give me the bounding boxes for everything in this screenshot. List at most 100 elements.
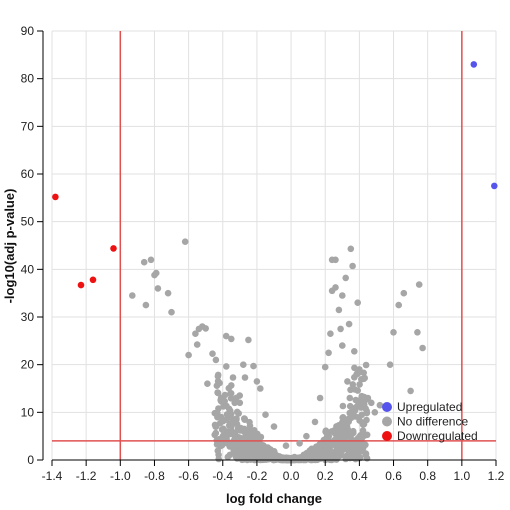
dense-point bbox=[347, 414, 355, 422]
y-tick-label: 50 bbox=[21, 215, 35, 229]
point-no-difference bbox=[240, 361, 247, 369]
point-downregulated bbox=[77, 281, 85, 289]
x-tick-label: -0.8 bbox=[144, 469, 165, 483]
point-no-difference bbox=[152, 269, 160, 277]
point-no-difference bbox=[371, 409, 379, 416]
legend-swatch-upregulated bbox=[382, 402, 392, 412]
dense-point bbox=[230, 447, 237, 455]
dense-point bbox=[334, 423, 342, 430]
point-no-difference bbox=[229, 374, 237, 381]
dense-point bbox=[342, 452, 350, 460]
point-no-difference bbox=[337, 325, 344, 333]
point-no-difference bbox=[419, 344, 426, 352]
dense-point bbox=[225, 384, 233, 392]
point-no-difference bbox=[241, 374, 249, 381]
point-no-difference bbox=[154, 285, 162, 292]
axes bbox=[42, 31, 496, 461]
y-tick-label: 30 bbox=[21, 310, 35, 324]
point-no-difference bbox=[345, 320, 353, 328]
x-tick-label: 0.6 bbox=[385, 469, 402, 483]
point-no-difference bbox=[222, 332, 230, 340]
legend-label: Downregulated bbox=[397, 429, 478, 443]
y-tick-label: 90 bbox=[21, 24, 35, 38]
dense-point bbox=[339, 414, 347, 421]
dense-point bbox=[322, 428, 329, 436]
dense-point bbox=[216, 379, 223, 387]
dense-point bbox=[253, 433, 261, 441]
point-no-difference bbox=[164, 289, 172, 297]
point-no-difference bbox=[217, 413, 225, 421]
point-no-difference bbox=[332, 256, 339, 264]
point-no-difference bbox=[316, 394, 324, 402]
point-no-difference bbox=[296, 440, 303, 447]
point-no-difference bbox=[339, 292, 346, 299]
point-no-difference bbox=[282, 442, 290, 450]
x-tick-label: 0.0 bbox=[283, 469, 300, 483]
point-no-difference bbox=[344, 378, 351, 385]
dense-point bbox=[306, 447, 314, 454]
dense-point bbox=[212, 429, 220, 437]
dense-point bbox=[223, 436, 230, 444]
y-tick-label: 40 bbox=[21, 262, 35, 276]
x-tick-label: 0.4 bbox=[351, 469, 368, 483]
dense-point bbox=[259, 449, 266, 457]
dense-point bbox=[235, 410, 242, 417]
dense-point bbox=[299, 455, 307, 462]
point-no-difference bbox=[349, 262, 356, 270]
dense-point bbox=[259, 442, 267, 449]
dense-point bbox=[215, 405, 222, 412]
dense-point bbox=[227, 390, 235, 397]
point-no-difference bbox=[140, 258, 148, 266]
dense-point bbox=[361, 432, 368, 439]
y-tick-label: 0 bbox=[27, 453, 34, 467]
point-no-difference bbox=[303, 432, 310, 440]
dense-point bbox=[246, 422, 254, 430]
y-tick-label: 20 bbox=[21, 358, 35, 372]
dense-point bbox=[328, 428, 336, 435]
x-tick-label: 1.2 bbox=[488, 469, 505, 483]
legend-swatch-no-difference bbox=[382, 416, 392, 427]
point-no-difference bbox=[415, 281, 423, 288]
dense-point bbox=[343, 422, 351, 430]
point-no-difference bbox=[386, 361, 394, 369]
dense-point bbox=[223, 416, 230, 424]
point-downregulated bbox=[52, 193, 59, 201]
x-tick-label: 0.8 bbox=[419, 469, 436, 483]
dense-point bbox=[223, 411, 231, 418]
point-no-difference bbox=[250, 362, 257, 370]
dense-point bbox=[326, 451, 333, 459]
dense-point bbox=[229, 417, 237, 425]
point-no-difference bbox=[342, 274, 350, 282]
dense-point bbox=[223, 363, 230, 370]
dense-point bbox=[217, 394, 225, 402]
point-no-difference bbox=[356, 366, 363, 373]
point-no-difference bbox=[364, 394, 372, 402]
dense-point bbox=[212, 423, 220, 430]
point-no-difference bbox=[390, 329, 397, 336]
dense-point bbox=[363, 407, 371, 415]
dense-point bbox=[347, 431, 354, 438]
point-no-difference bbox=[147, 256, 155, 264]
dense-point bbox=[271, 452, 279, 459]
x-tick-label: -1.2 bbox=[76, 469, 97, 483]
point-no-difference bbox=[311, 418, 319, 426]
point-no-difference bbox=[270, 423, 278, 430]
x-tick-label: -1.4 bbox=[42, 469, 63, 483]
dense-point bbox=[352, 455, 359, 463]
dense-point bbox=[214, 389, 222, 397]
point-no-difference bbox=[202, 325, 209, 332]
point-no-difference bbox=[236, 399, 244, 407]
point-no-difference bbox=[142, 301, 150, 309]
dense-point bbox=[349, 407, 356, 415]
dense-point bbox=[351, 374, 358, 381]
dense-point bbox=[346, 394, 354, 402]
point-no-difference bbox=[192, 330, 199, 338]
y-tick-label: 60 bbox=[21, 167, 35, 181]
dense-point bbox=[321, 450, 328, 458]
point-no-difference bbox=[351, 348, 358, 355]
dense-point bbox=[250, 449, 258, 456]
dense-point bbox=[223, 402, 230, 410]
point-no-difference bbox=[257, 385, 264, 392]
